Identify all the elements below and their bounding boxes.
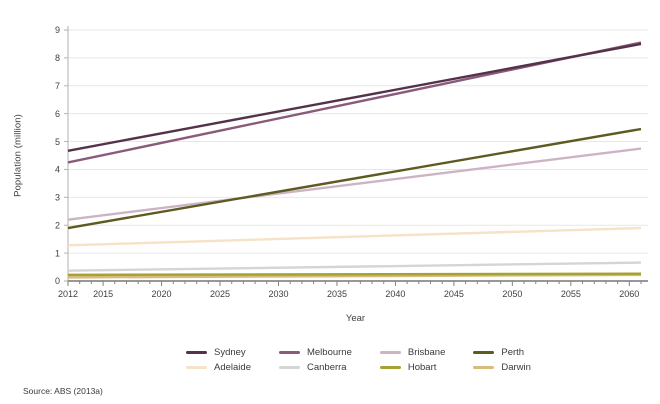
x-tick-label: 2050 bbox=[502, 289, 522, 299]
x-tick-label: 2060 bbox=[619, 289, 639, 299]
legend-swatch-darwin bbox=[473, 366, 495, 369]
y-tick-label: 0 bbox=[55, 276, 60, 286]
legend-label: Darwin bbox=[501, 362, 531, 373]
series-line-hobart bbox=[67, 272, 642, 277]
y-axis-title: Population (million) bbox=[12, 114, 24, 197]
legend-label: Brisbane bbox=[407, 347, 446, 358]
legend-item-darwin: Darwin bbox=[473, 362, 535, 373]
x-tick-label: 2030 bbox=[268, 289, 288, 299]
series-line-adelaide bbox=[67, 226, 642, 247]
x-tick-label: 2025 bbox=[210, 289, 230, 299]
x-tick-label: 2012 bbox=[58, 289, 78, 299]
source-note: Source: ABS (2013a) bbox=[23, 386, 103, 396]
legend-swatch-hobart bbox=[379, 366, 401, 369]
legend-item-melbourne: Melbourne bbox=[278, 347, 352, 358]
legend-swatch-sydney bbox=[186, 351, 207, 354]
y-tick-label: 1 bbox=[55, 248, 60, 258]
legend-label: Hobart bbox=[407, 362, 437, 373]
y-tick-label: 5 bbox=[55, 137, 60, 147]
legend-label: Perth bbox=[501, 347, 525, 358]
legend-label: Canberra bbox=[306, 362, 347, 373]
series-line-sydney bbox=[67, 42, 642, 152]
legend-item-brisbane: Brisbane bbox=[379, 347, 446, 358]
legend-item-canberra: Canberra bbox=[278, 362, 352, 373]
y-tick-label: 2 bbox=[55, 220, 60, 230]
y-tick-label: 8 bbox=[55, 53, 60, 63]
x-tick-label: 2055 bbox=[561, 289, 581, 299]
y-tick-label: 9 bbox=[55, 25, 60, 35]
y-tick-label: 3 bbox=[55, 193, 60, 203]
series-line-darwin bbox=[67, 273, 642, 279]
legend-item-hobart: Hobart bbox=[379, 362, 446, 373]
x-tick-label: 2020 bbox=[152, 289, 172, 299]
legend-label: Sydney bbox=[214, 347, 246, 358]
series-line-canberra bbox=[67, 261, 642, 272]
legend-item-perth: Perth bbox=[473, 347, 535, 358]
x-tick-label: 2035 bbox=[327, 289, 347, 299]
x-tick-label: 2045 bbox=[444, 289, 464, 299]
legend-swatch-brisbane bbox=[379, 351, 401, 354]
legend-label: Adelaide bbox=[214, 362, 251, 373]
x-axis-title: Year bbox=[345, 313, 366, 324]
legend-label: Melbourne bbox=[306, 347, 352, 358]
legend: Sydney Melbourne Brisbane Perth Adelaide Canb… bbox=[186, 347, 535, 373]
series-line-perth bbox=[67, 127, 642, 230]
legend-swatch-adelaide bbox=[186, 366, 207, 369]
y-tick-label: 7 bbox=[55, 81, 60, 91]
x-tick-label: 2040 bbox=[385, 289, 405, 299]
y-tick-label: 4 bbox=[55, 165, 60, 175]
y-tick-label: 6 bbox=[55, 109, 60, 119]
legend-swatch-melbourne bbox=[278, 351, 300, 354]
legend-item-sydney: Sydney bbox=[186, 347, 251, 358]
legend-item-adelaide: Adelaide bbox=[186, 362, 251, 373]
x-tick-label: 2015 bbox=[93, 289, 113, 299]
legend-swatch-perth bbox=[473, 351, 495, 354]
legend-swatch-canberra bbox=[278, 366, 300, 369]
series-line-brisbane bbox=[67, 147, 642, 221]
